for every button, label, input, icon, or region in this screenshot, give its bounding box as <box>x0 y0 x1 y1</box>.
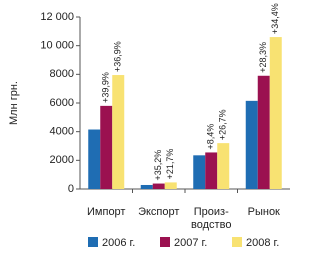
legend-swatch <box>88 237 98 247</box>
bar <box>205 152 218 189</box>
growth-label: +8,4% <box>206 124 216 150</box>
growth-label: +36,9% <box>113 41 123 72</box>
y-tick-label: 12 000 <box>40 11 74 23</box>
bar <box>193 155 206 189</box>
chart: Млн грн. 0 2000 4000 6000 8000 10 000 12 000 Им… <box>8 3 290 249</box>
bar <box>140 184 153 189</box>
growth-label: +26,7% <box>218 109 228 140</box>
y-tick-label: 6000 <box>50 97 74 109</box>
x-tick-label: Импорт <box>87 206 125 218</box>
x-tick-label: Экспорт <box>138 206 179 218</box>
legend-swatch <box>160 237 170 247</box>
y-axis-label: Млн грн. <box>8 81 20 125</box>
legend-label: 2006 г. <box>102 237 135 249</box>
growth-label: +28,3% <box>258 42 268 73</box>
x-tick-label: Произ- <box>194 206 229 218</box>
bar <box>112 75 125 189</box>
legend-swatch <box>232 237 242 247</box>
bar <box>152 183 165 189</box>
bar <box>164 182 177 189</box>
legend-label: 2008 г. <box>246 237 279 249</box>
y-tick-label: 4000 <box>50 126 74 138</box>
growth-label: +35,2% <box>153 150 163 181</box>
growth-label: +39,9% <box>101 72 111 103</box>
bar <box>257 75 270 189</box>
bar <box>88 129 101 189</box>
y-tick-label: 8000 <box>50 68 74 80</box>
y-tick-label: 10 000 <box>40 40 74 52</box>
bar <box>217 143 230 189</box>
bar <box>100 105 113 189</box>
y-tick-label: 0 <box>68 183 74 195</box>
x-tick-label: водство <box>191 219 231 231</box>
bar <box>269 37 282 189</box>
growth-label: +34,4% <box>270 3 280 34</box>
bar <box>245 100 258 189</box>
legend-label: 2007 г. <box>174 237 207 249</box>
growth-label: +21,7% <box>165 149 175 180</box>
x-tick-label: Рынок <box>248 206 280 218</box>
y-tick-label: 2000 <box>50 154 74 166</box>
